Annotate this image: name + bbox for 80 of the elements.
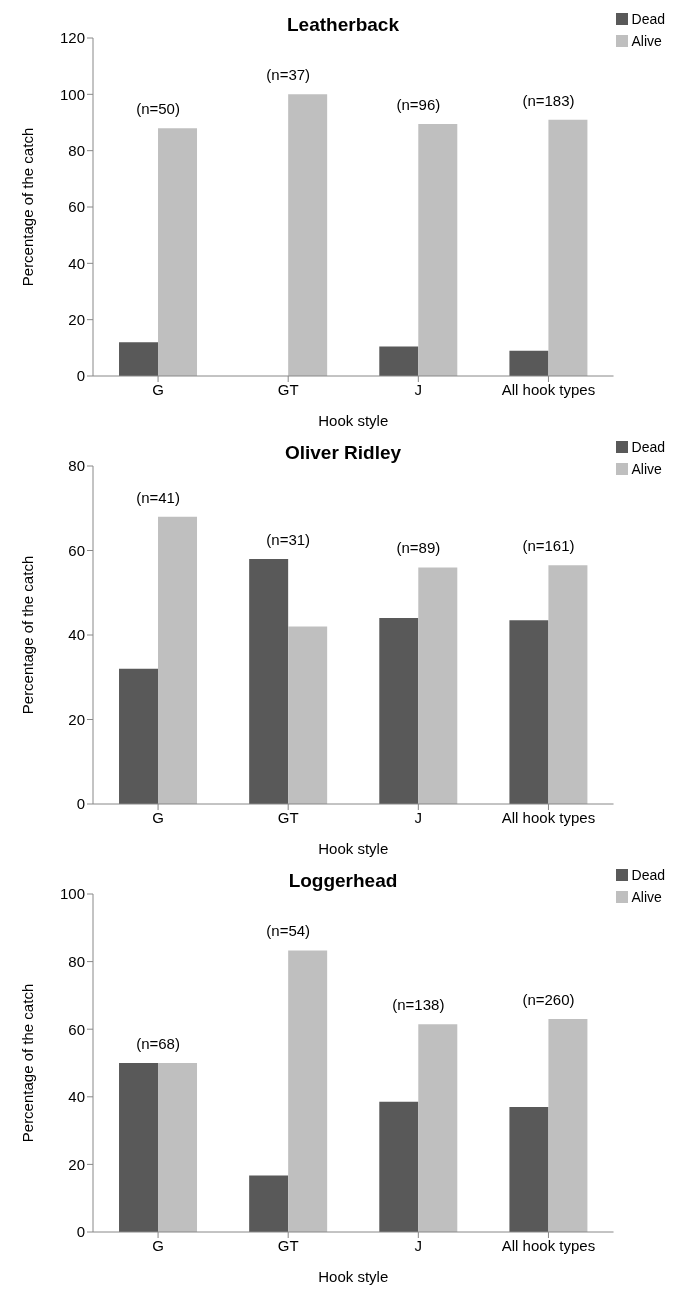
bar (548, 565, 588, 804)
chart-title: Leatherback (286, 14, 400, 36)
bar (418, 123, 458, 376)
bar (288, 950, 328, 1232)
annotation: (n=183) (522, 91, 575, 109)
x-tick-label: GT (277, 1236, 299, 1254)
bar (379, 618, 419, 804)
y-tick-label: 120 (59, 29, 85, 47)
x-tick-label: GT (277, 380, 299, 398)
bar (158, 128, 198, 376)
bar (379, 1101, 419, 1232)
annotation: (n=37) (266, 66, 311, 84)
annotation: (n=138) (392, 996, 445, 1014)
bar (249, 1175, 289, 1232)
y-tick-label: 0 (76, 795, 85, 813)
bar (418, 1024, 458, 1232)
y-tick-label: 20 (68, 310, 85, 328)
bar (379, 346, 419, 376)
y-axis-title: Percentage of the catch (19, 555, 37, 715)
bar (158, 516, 198, 804)
y-tick-label: 80 (68, 141, 85, 159)
x-tick-label: J (414, 380, 423, 398)
bar (548, 1019, 588, 1232)
annotation: (n=50) (136, 100, 180, 118)
chart-title: Loggerhead (287, 870, 399, 892)
y-tick-label: 20 (68, 710, 85, 728)
y-tick-label: 80 (68, 457, 85, 475)
legend-label: Dead (631, 10, 665, 29)
y-tick-label: 40 (68, 626, 85, 644)
annotation: (n=41) (136, 488, 180, 506)
x-tick-label: All hook types (501, 380, 596, 398)
bar (158, 1063, 198, 1232)
chart-title: Oliver Ridley (283, 442, 403, 464)
x-tick-label: All hook types (501, 1236, 596, 1254)
annotation: (n=260) (522, 991, 575, 1009)
annotation: (n=161) (522, 537, 575, 555)
bar (509, 1106, 549, 1232)
x-axis-title: Hook style (318, 412, 389, 429)
bar (119, 1063, 159, 1232)
y-tick-label: 100 (59, 85, 85, 103)
bar (288, 626, 328, 804)
x-tick-label: All hook types (501, 808, 596, 826)
bar (119, 342, 159, 376)
x-axis-title: Hook style (318, 840, 389, 857)
x-tick-label: G (152, 808, 164, 826)
legend-label: Alive (631, 460, 662, 479)
x-axis-title: Hook style (318, 1268, 389, 1285)
y-tick-label: 60 (68, 1020, 85, 1038)
y-tick-label: 0 (76, 1223, 85, 1241)
y-tick-label: 20 (68, 1155, 85, 1173)
y-tick-label: 100 (59, 885, 85, 903)
y-tick-label: 0 (76, 367, 85, 385)
y-tick-label: 80 (68, 952, 85, 970)
bar (418, 567, 458, 804)
legend-label: Alive (631, 888, 662, 907)
annotation: (n=96) (396, 95, 441, 113)
y-tick-label: 60 (68, 198, 85, 216)
bar (548, 119, 588, 376)
bar (509, 350, 549, 376)
bar (249, 558, 289, 804)
legend-label: Alive (631, 32, 662, 51)
annotation: (n=89) (396, 539, 441, 557)
bar (119, 668, 159, 804)
x-tick-label: J (414, 1236, 423, 1254)
legend-label: Dead (631, 438, 665, 457)
y-axis-title: Percentage of the catch (19, 127, 37, 287)
x-tick-label: J (414, 808, 423, 826)
y-tick-label: 40 (68, 1088, 85, 1106)
bar (288, 94, 328, 376)
x-tick-label: G (152, 380, 164, 398)
y-axis-title: Percentage of the catch (19, 983, 37, 1143)
y-tick-label: 60 (68, 541, 85, 559)
y-tick-label: 40 (68, 254, 85, 272)
x-tick-label: G (152, 1236, 164, 1254)
x-tick-label: GT (277, 808, 299, 826)
annotation: (n=68) (136, 1035, 180, 1052)
annotation: (n=54) (266, 922, 311, 940)
bar (509, 620, 549, 804)
legend-label: Dead (631, 866, 665, 885)
annotation: (n=31) (266, 530, 311, 548)
